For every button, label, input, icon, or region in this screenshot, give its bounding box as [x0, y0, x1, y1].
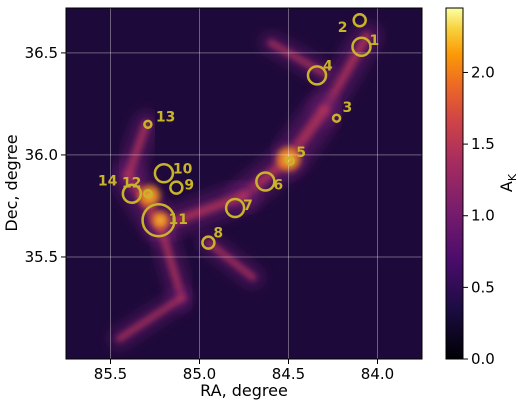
source-label-2: 2	[338, 20, 348, 36]
colorbar-label: AK	[497, 173, 518, 192]
y-tick-label: 35.5	[25, 248, 58, 266]
colorbar-tick-label: 1.0	[471, 207, 495, 225]
colorbar-tick-label: 1.5	[471, 135, 495, 153]
source-label-6: 6	[273, 177, 283, 193]
source-circle-1	[351, 36, 372, 58]
source-label-12: 12	[122, 176, 141, 192]
plot-area	[65, 7, 423, 360]
source-circle-11	[141, 202, 176, 238]
x-tick-label: 85.5	[94, 365, 127, 383]
grid-lines	[66, 8, 422, 359]
source-label-4: 4	[323, 58, 333, 74]
x-axis: 85.5 85.0 84.5 84.0	[94, 359, 394, 383]
source-label-3: 3	[343, 100, 353, 116]
source-markers	[121, 12, 372, 250]
colorbar: 0.0 0.5 1.0 1.5 2.0 AK	[445, 7, 518, 368]
source-circle-4	[306, 65, 328, 86]
source-label-7: 7	[243, 198, 253, 214]
y-tick-label: 36.5	[25, 44, 58, 62]
y-axis: 35.5 36.0 36.5	[25, 44, 66, 266]
extinction-emission	[109, 22, 382, 349]
colorbar-gradient	[445, 7, 464, 360]
y-axis-label: Dec, degree	[2, 134, 21, 231]
emission-peak-core	[157, 217, 164, 224]
x-axis-label: RA, degree	[200, 381, 288, 400]
source-label-1: 1	[369, 33, 379, 49]
colorbar-tick-label: 2.0	[471, 63, 495, 81]
colorbar-tick-label: 0.0	[471, 350, 495, 368]
x-tick-label: 84.5	[272, 365, 305, 383]
source-circle-7	[224, 197, 246, 219]
colorbar-ticks: 0.0 0.5 1.0 1.5 2.0	[463, 63, 495, 368]
source-circle-9	[169, 180, 184, 195]
plot-frame	[65, 7, 423, 360]
source-label-8: 8	[213, 226, 223, 242]
y-tick-label: 36.0	[25, 146, 58, 164]
emission-ridge-core	[124, 120, 150, 180]
source-label-10: 10	[173, 161, 193, 177]
source-circle-6	[255, 171, 276, 192]
source-circle-5	[285, 156, 296, 166]
source-circle-10	[153, 163, 175, 184]
source-circle-13	[143, 119, 153, 130]
x-tick-label: 84.0	[361, 365, 394, 383]
source-circle-8	[201, 235, 216, 250]
source-circle-2	[352, 12, 367, 28]
emission-ridge-core	[267, 39, 328, 77]
emission-ridge-core	[156, 222, 186, 302]
emission-ridge-core	[116, 294, 185, 342]
source-circle-14	[121, 183, 143, 204]
source-label-5: 5	[296, 145, 306, 161]
colorbar-tick-label: 0.5	[471, 278, 495, 296]
colorbar-label-main: A	[497, 181, 516, 192]
source-circle-12	[143, 188, 153, 199]
colorbar-label-sub: K	[506, 173, 518, 181]
emission-ridge-core	[205, 239, 256, 281]
source-label-11: 11	[169, 212, 188, 228]
source-label-9: 9	[184, 178, 194, 194]
x-tick-label: 85.0	[183, 365, 216, 383]
source-label-14: 14	[98, 174, 118, 190]
source-circle-3	[331, 113, 342, 123]
source-label-13: 13	[156, 109, 175, 125]
